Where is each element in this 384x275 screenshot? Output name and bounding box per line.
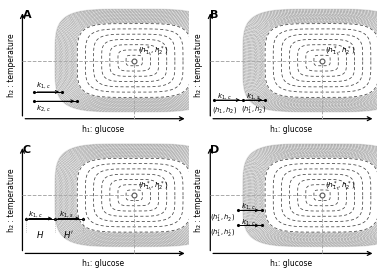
- Text: h₂ : temperature: h₂ : temperature: [194, 168, 204, 232]
- Text: h₁: glucose: h₁: glucose: [82, 125, 124, 134]
- Polygon shape: [243, 9, 384, 112]
- Text: h₂ : temperature: h₂ : temperature: [7, 168, 16, 232]
- Text: $(h_1', h_2)$: $(h_1', h_2)$: [210, 213, 235, 225]
- Text: $k_{1,c}$: $k_{1,c}$: [241, 217, 256, 227]
- Polygon shape: [265, 24, 379, 97]
- Text: h₁: glucose: h₁: glucose: [270, 259, 312, 268]
- Polygon shape: [55, 144, 213, 246]
- Text: h₂ : temperature: h₂ : temperature: [7, 33, 16, 97]
- Text: D: D: [210, 145, 220, 155]
- Text: $H$: $H$: [36, 229, 45, 240]
- Text: $k_{1,c}$: $k_{1,c}$: [217, 91, 232, 101]
- Text: C: C: [22, 145, 31, 155]
- Text: $(h_1^*,h_2^*)$: $(h_1^*,h_2^*)$: [326, 45, 356, 58]
- Text: $k_{1,c}$: $k_{1,c}$: [36, 80, 51, 90]
- Text: $k_{1,c}$: $k_{1,c}$: [28, 209, 42, 219]
- Polygon shape: [265, 158, 379, 232]
- Text: $k_{1,c}$: $k_{1,c}$: [241, 202, 256, 211]
- Text: $(h_1', h_2')$: $(h_1', h_2')$: [210, 228, 235, 240]
- Polygon shape: [243, 144, 384, 246]
- Text: h₂ : temperature: h₂ : temperature: [194, 33, 204, 97]
- Polygon shape: [77, 158, 191, 232]
- Text: B: B: [210, 10, 218, 20]
- Text: h₁: glucose: h₁: glucose: [270, 125, 312, 134]
- Text: $(h_1^*,h_2^*)$: $(h_1^*,h_2^*)$: [137, 45, 168, 58]
- Polygon shape: [77, 24, 191, 97]
- Text: $H'$: $H'$: [63, 229, 74, 240]
- Text: $k_{1,s}$: $k_{1,s}$: [58, 209, 73, 219]
- Text: $k_{2,c}$: $k_{2,c}$: [36, 103, 51, 113]
- Text: $(h_1^*,h_2^*)$: $(h_1^*,h_2^*)$: [137, 180, 168, 193]
- Text: $k_{1,s}$: $k_{1,s}$: [247, 91, 261, 101]
- Text: $(h_1, h_2)$: $(h_1, h_2)$: [212, 105, 237, 115]
- Text: h₁: glucose: h₁: glucose: [82, 259, 124, 268]
- Polygon shape: [55, 9, 213, 112]
- Text: A: A: [22, 10, 31, 20]
- Text: $(h_1', h_2)$: $(h_1', h_2)$: [241, 105, 266, 117]
- Text: $(h_1^*,h_2^*)$: $(h_1^*,h_2^*)$: [326, 180, 356, 193]
